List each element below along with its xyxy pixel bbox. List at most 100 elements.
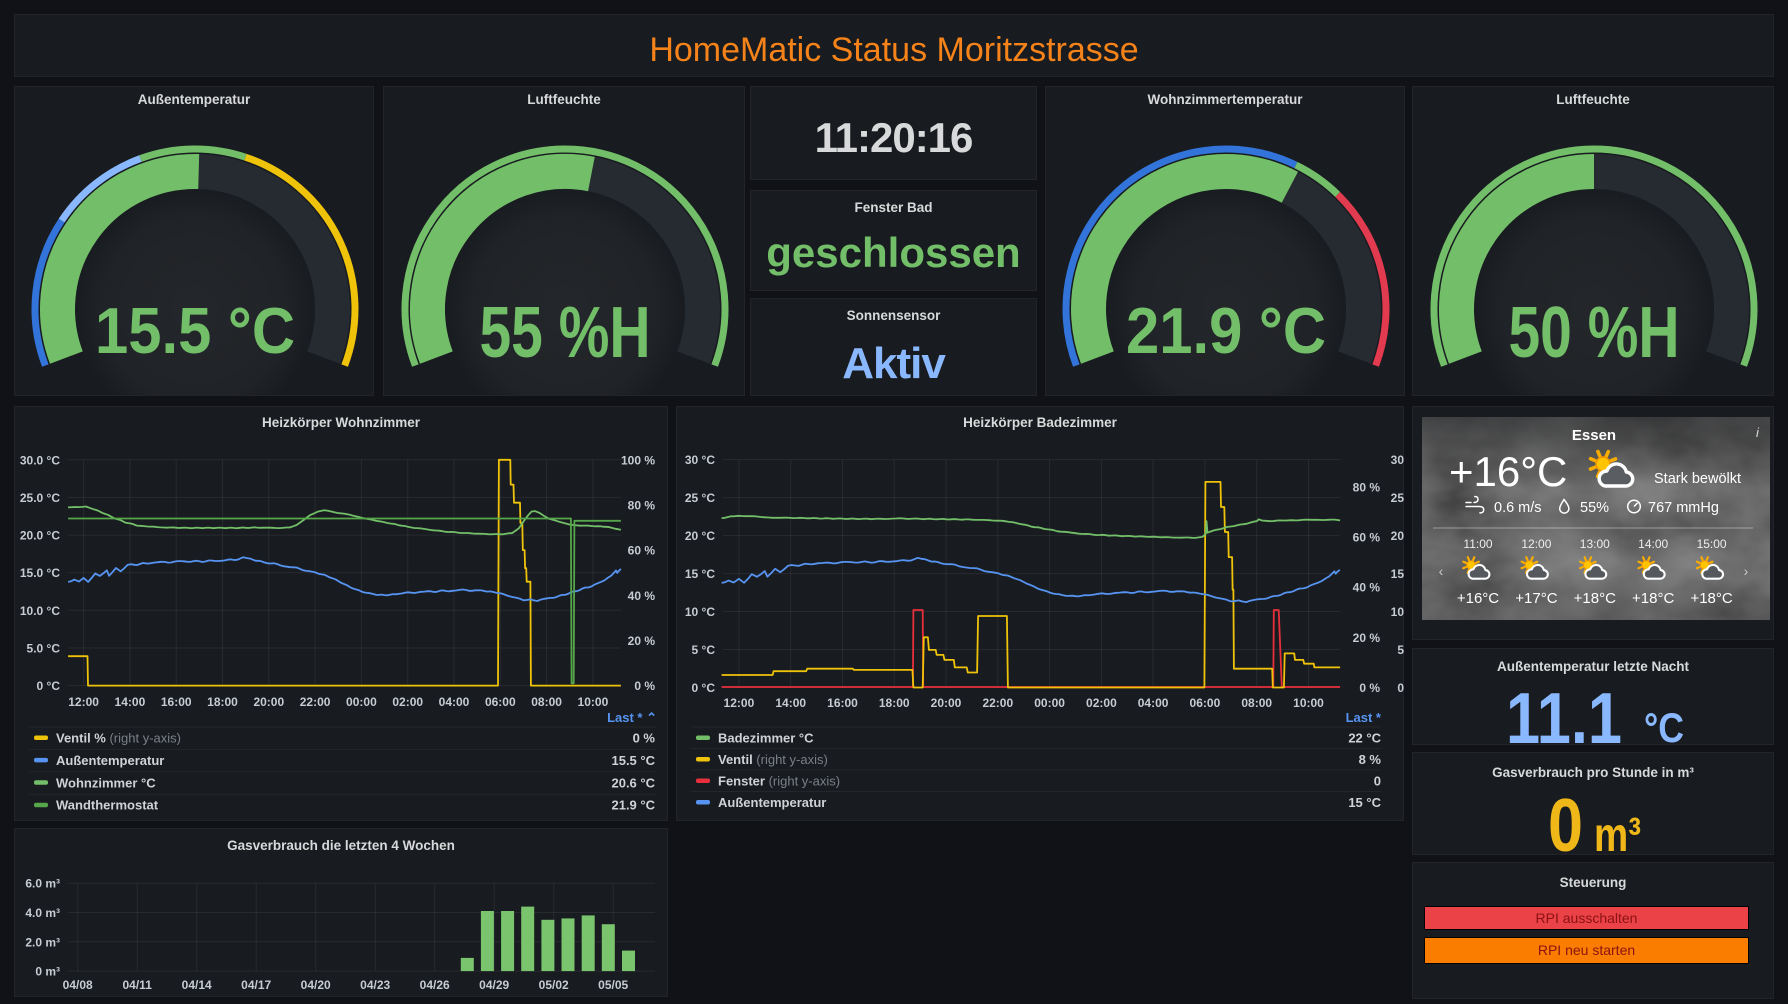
svg-text:04/14: 04/14 xyxy=(182,978,212,992)
svg-text:04/26: 04/26 xyxy=(420,978,450,992)
svg-text:30 °C: 30 °C xyxy=(685,453,715,467)
svg-text:00:00: 00:00 xyxy=(1034,696,1065,710)
svg-text:‹: ‹ xyxy=(1439,563,1444,579)
svg-text:18:00: 18:00 xyxy=(879,696,910,710)
svg-text:Badezimmer °C: Badezimmer °C xyxy=(718,731,814,746)
svg-text:04/20: 04/20 xyxy=(301,978,331,992)
svg-text:+17°C: +17°C xyxy=(1515,590,1557,607)
svg-text:11:00: 11:00 xyxy=(1463,537,1492,551)
svg-text:55%: 55% xyxy=(1580,500,1609,516)
svg-text:Ventil (right y-axis): Ventil (right y-axis) xyxy=(718,752,828,767)
svg-text:+16°C: +16°C xyxy=(1457,590,1499,607)
svg-text:0 %: 0 % xyxy=(633,731,656,746)
svg-text:+18°C: +18°C xyxy=(1690,590,1732,607)
svg-text:15.5 °C: 15.5 °C xyxy=(95,294,295,367)
svg-text:6.0 m³: 6.0 m³ xyxy=(25,877,60,891)
svg-text:06:00: 06:00 xyxy=(485,695,516,709)
svg-text:15 °C: 15 °C xyxy=(685,567,715,581)
svg-text:04/08: 04/08 xyxy=(63,978,93,992)
svg-text:Last *: Last * xyxy=(1346,710,1382,725)
svg-text:04:00: 04:00 xyxy=(439,695,470,709)
svg-text:02:00: 02:00 xyxy=(1086,696,1117,710)
svg-text:15:00: 15:00 xyxy=(1697,537,1727,551)
svg-text:20:00: 20:00 xyxy=(253,695,284,709)
svg-text:Essen: Essen xyxy=(1572,427,1616,444)
svg-text:08:00: 08:00 xyxy=(1241,696,1272,710)
svg-text:100 %: 100 % xyxy=(621,453,655,467)
svg-text:21.9 °C: 21.9 °C xyxy=(1126,294,1326,367)
svg-text:04/29: 04/29 xyxy=(479,978,509,992)
svg-text:0 %: 0 % xyxy=(634,679,655,693)
svg-text:0 m³: 0 m³ xyxy=(35,965,60,979)
svg-text:Außentemperatur: Außentemperatur xyxy=(718,795,826,810)
svg-text:18:00: 18:00 xyxy=(207,695,238,709)
svg-text:14:00: 14:00 xyxy=(115,695,146,709)
svg-text:30: 30 xyxy=(1391,453,1405,467)
svg-text:16:00: 16:00 xyxy=(827,696,858,710)
svg-text:04/11: 04/11 xyxy=(123,978,153,992)
svg-text:4.0 m³: 4.0 m³ xyxy=(25,906,60,920)
svg-text:15.5 °C: 15.5 °C xyxy=(611,753,655,768)
svg-text:10.0 °C: 10.0 °C xyxy=(20,604,60,618)
svg-text:10: 10 xyxy=(1391,605,1405,619)
svg-text:08:00: 08:00 xyxy=(531,695,562,709)
svg-text:8 %: 8 % xyxy=(1359,752,1382,767)
svg-text:22:00: 22:00 xyxy=(300,695,331,709)
svg-text:20:00: 20:00 xyxy=(931,696,962,710)
svg-text:04/17: 04/17 xyxy=(241,978,271,992)
svg-text:20 %: 20 % xyxy=(1353,631,1381,645)
svg-text:60 %: 60 % xyxy=(1353,531,1381,545)
svg-text:55 %H: 55 %H xyxy=(480,293,651,373)
svg-text:05/05: 05/05 xyxy=(598,978,628,992)
svg-text:Ventil % (right y-axis): Ventil % (right y-axis) xyxy=(56,731,181,746)
svg-text:0 °C: 0 °C xyxy=(37,679,61,693)
svg-text:60 %: 60 % xyxy=(628,544,656,558)
svg-text:2.0 m³: 2.0 m³ xyxy=(25,935,60,949)
svg-text:10:00: 10:00 xyxy=(578,695,609,709)
svg-text:30.0 °C: 30.0 °C xyxy=(20,453,60,467)
svg-text:80 %: 80 % xyxy=(1353,480,1381,494)
svg-text:40 %: 40 % xyxy=(628,589,656,603)
svg-text:20: 20 xyxy=(1391,529,1405,543)
svg-text:05/02: 05/02 xyxy=(539,978,569,992)
svg-text:0 °C: 0 °C xyxy=(692,681,716,695)
svg-text:13:00: 13:00 xyxy=(1580,537,1610,551)
svg-text:00:00: 00:00 xyxy=(346,695,377,709)
svg-text:Außentemperatur: Außentemperatur xyxy=(56,753,164,768)
svg-text:Last * ⌃: Last * ⌃ xyxy=(607,710,657,725)
svg-text:22 °C: 22 °C xyxy=(1348,731,1381,746)
svg-text:5: 5 xyxy=(1397,643,1404,657)
svg-text:40 %: 40 % xyxy=(1353,581,1381,595)
svg-text:15.0 °C: 15.0 °C xyxy=(20,566,60,580)
svg-text:14:00: 14:00 xyxy=(1638,537,1668,551)
svg-text:25: 25 xyxy=(1391,491,1405,505)
svg-text:04:00: 04:00 xyxy=(1138,696,1169,710)
svg-text:Fenster (right y-axis): Fenster (right y-axis) xyxy=(718,774,840,789)
svg-text:0 %: 0 % xyxy=(1359,681,1380,695)
svg-text:m³: m³ xyxy=(1594,809,1641,854)
svg-text:20 °C: 20 °C xyxy=(685,529,715,543)
svg-text:15 °C: 15 °C xyxy=(1348,795,1381,810)
svg-text:11.1: 11.1 xyxy=(1506,679,1622,744)
svg-text:04/23: 04/23 xyxy=(360,978,390,992)
svg-text:20 %: 20 % xyxy=(628,634,656,648)
svg-text:Wandthermostat: Wandthermostat xyxy=(56,798,159,813)
svg-text:Stark bewölkt: Stark bewölkt xyxy=(1654,471,1741,487)
svg-text:21.9 °C: 21.9 °C xyxy=(611,798,655,813)
svg-text:5.0 °C: 5.0 °C xyxy=(27,642,61,656)
svg-text:10:00: 10:00 xyxy=(1293,696,1324,710)
svg-text:+16°C: +16°C xyxy=(1449,448,1567,495)
svg-text:25 °C: 25 °C xyxy=(685,491,715,505)
svg-text:12:00: 12:00 xyxy=(724,696,755,710)
svg-text:i: i xyxy=(1756,425,1760,440)
svg-text:20.0 °C: 20.0 °C xyxy=(20,529,60,543)
svg-text:10 °C: 10 °C xyxy=(685,605,715,619)
svg-text:0: 0 xyxy=(1374,774,1381,789)
svg-text:0: 0 xyxy=(1548,783,1583,854)
svg-text:+18°C: +18°C xyxy=(1574,590,1616,607)
svg-text:+18°C: +18°C xyxy=(1632,590,1674,607)
svg-text:14:00: 14:00 xyxy=(775,696,806,710)
svg-text:12:00: 12:00 xyxy=(68,695,99,709)
svg-text:15: 15 xyxy=(1391,567,1405,581)
svg-text:20.6 °C: 20.6 °C xyxy=(611,775,655,790)
